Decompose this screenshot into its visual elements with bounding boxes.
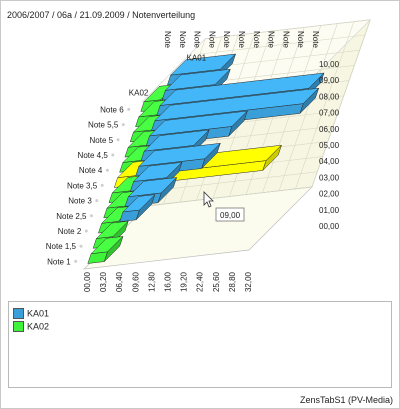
top-axis-label: Note bbox=[193, 31, 202, 48]
bottom-axis-tick: 25,60 bbox=[212, 271, 221, 292]
right-axis-tick: 03,00 bbox=[319, 173, 340, 182]
series-label-ka01: KA01 bbox=[187, 53, 207, 62]
bottom-axis-tick: 00,00 bbox=[83, 271, 92, 292]
category-label: Note 6 bbox=[100, 105, 124, 114]
right-axis-tick: 01,00 bbox=[319, 206, 340, 215]
legend-item-ka01: KA01 bbox=[13, 308, 50, 320]
right-axis-tick: 00,00 bbox=[319, 222, 340, 231]
legend-item-ka02: KA02 bbox=[13, 321, 50, 333]
chart-title: 2006/2007 / 06a / 21.09.2009 / Notenvert… bbox=[7, 10, 196, 20]
category-label: Note 4,5 bbox=[78, 151, 109, 160]
mouse-pointer-icon bbox=[203, 191, 214, 208]
grid-line-vertical bbox=[311, 19, 371, 188]
top-axis-label: Note bbox=[222, 31, 231, 48]
series-label-ka02: KA02 bbox=[129, 88, 149, 97]
bottom-axis-tick: 22,40 bbox=[196, 271, 205, 292]
category-label: Note 3 bbox=[68, 197, 92, 206]
category-label: Note 3,5 bbox=[67, 181, 98, 190]
right-axis-tick: 07,00 bbox=[319, 109, 340, 118]
right-axis-tick: 08,00 bbox=[319, 92, 340, 101]
category-dot bbox=[116, 138, 120, 142]
value-tooltip: 09,00 bbox=[215, 207, 245, 222]
grid-line-vertical bbox=[278, 23, 338, 191]
top-axis-label: Note bbox=[281, 31, 290, 48]
legend-label-ka02: KA02 bbox=[27, 321, 50, 332]
category-label: Note 2,5 bbox=[56, 212, 87, 221]
grid-line-horizontal bbox=[146, 186, 313, 207]
category-dot bbox=[79, 244, 83, 248]
bottom-axis-tick: 03,20 bbox=[99, 271, 108, 292]
bottom-axis-tick: 28,80 bbox=[228, 271, 237, 292]
top-axis-label: Note bbox=[311, 31, 320, 48]
category-dot bbox=[121, 123, 125, 127]
chart-legend: KA01 KA02 bbox=[8, 301, 392, 388]
grid-line-horizontal bbox=[152, 171, 318, 192]
right-axis-tick: 06,00 bbox=[319, 125, 340, 134]
category-label: Note 5 bbox=[90, 136, 114, 145]
top-axis-label: Note bbox=[267, 31, 276, 48]
chart-labels: Note 1 Note 1,5 Note 2 Note 2,5 Note 3 Note 3… bbox=[46, 31, 340, 292]
grid-line-horizontal bbox=[199, 34, 366, 55]
category-label: Note 4 bbox=[79, 166, 103, 175]
category-dot bbox=[105, 168, 109, 172]
category-label: Note 5,5 bbox=[88, 121, 119, 130]
top-axis-label: Note bbox=[237, 31, 246, 48]
bar-ka01-note-1-5 bbox=[119, 194, 156, 222]
top-axis-label: Note bbox=[296, 31, 305, 48]
right-axis-tick: 09,00 bbox=[319, 76, 340, 85]
right-axis-tick: 05,00 bbox=[319, 141, 340, 150]
bottom-axis-tick: 06,40 bbox=[115, 271, 124, 292]
bottom-axis-tick: 09,60 bbox=[131, 271, 140, 292]
top-axis-label: Note bbox=[163, 31, 172, 48]
value-tooltip-text: 09,00 bbox=[220, 211, 241, 220]
bar-ka02-note-1 bbox=[87, 236, 124, 264]
grid-line-vertical bbox=[295, 21, 355, 189]
category-dot bbox=[100, 183, 104, 187]
category-dot bbox=[84, 229, 88, 233]
footer-text: ZensTabS1 (PV-Media) bbox=[299, 395, 393, 405]
chart-bars bbox=[87, 53, 325, 264]
category-dot bbox=[95, 199, 99, 203]
legend-swatch-ka01 bbox=[13, 308, 24, 320]
category-dot bbox=[90, 214, 93, 218]
legend-swatch-ka02 bbox=[13, 321, 24, 333]
grid-line-horizontal bbox=[205, 19, 371, 40]
chart-3d-bars: Note 1 Note 1,5 Note 2 Note 2,5 Note 3 Note 3… bbox=[46, 19, 372, 292]
bottom-axis-tick: 12,80 bbox=[147, 271, 156, 292]
category-dot bbox=[127, 107, 131, 111]
bottom-axis-tick: 19,20 bbox=[180, 271, 189, 292]
bottom-axis-tick: 16,00 bbox=[164, 271, 173, 292]
top-axis-label: Note bbox=[252, 31, 261, 48]
right-axis-tick: 10,00 bbox=[319, 60, 340, 69]
top-axis-label: Note bbox=[178, 31, 187, 48]
right-axis-tick: 04,00 bbox=[319, 157, 340, 166]
legend-label-ka01: KA01 bbox=[27, 308, 50, 319]
category-dot bbox=[111, 153, 115, 157]
category-label: Note 1,5 bbox=[46, 242, 77, 251]
top-axis-label: Note bbox=[207, 31, 216, 48]
category-label: Note 1 bbox=[47, 257, 71, 266]
category-label: Note 2 bbox=[58, 227, 82, 236]
category-dot bbox=[74, 259, 78, 263]
right-axis-tick: 02,00 bbox=[319, 190, 340, 199]
bottom-axis-tick: 32,00 bbox=[244, 271, 253, 292]
